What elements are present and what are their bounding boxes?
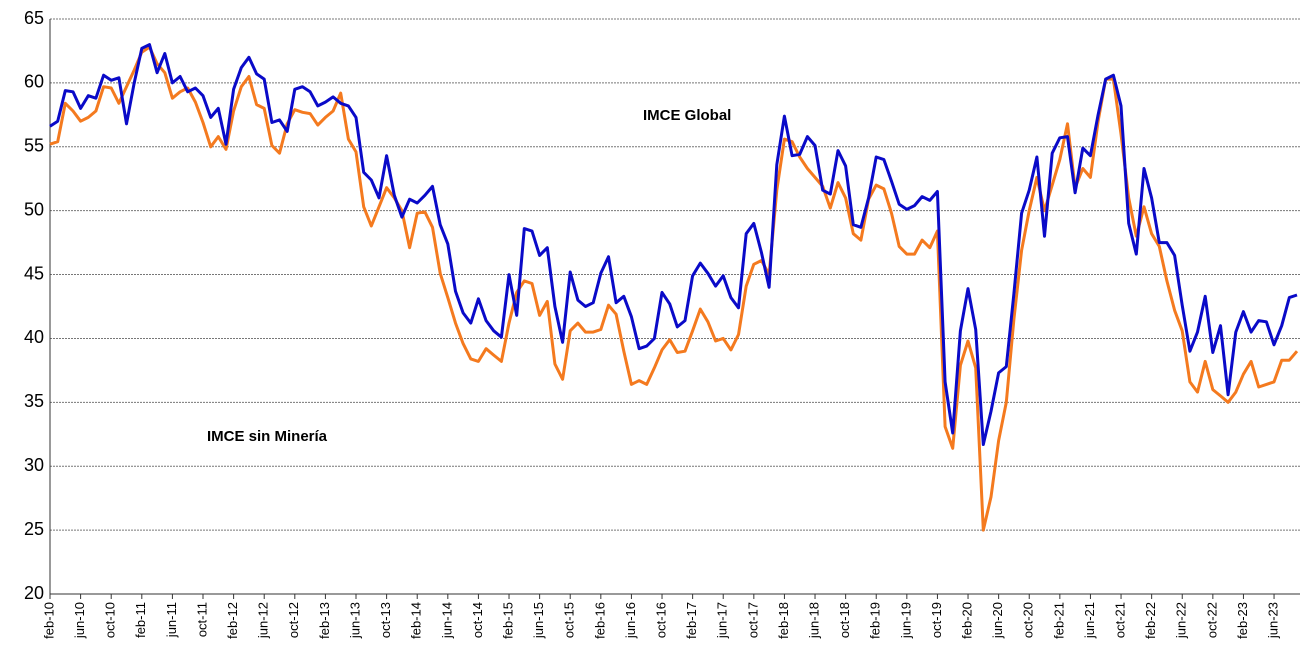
x-tick-label: feb-18 <box>776 602 791 639</box>
x-tick-label: oct-13 <box>378 602 393 638</box>
x-tick-label: oct-16 <box>653 602 668 638</box>
x-tick-label: feb-21 <box>1051 602 1066 639</box>
x-tick-label: oct-21 <box>1112 602 1127 638</box>
y-tick-label: 50 <box>24 199 44 219</box>
x-tick-label: jun-20 <box>990 602 1005 639</box>
x-tick-label: feb-13 <box>317 602 332 639</box>
x-tick-label: jun-17 <box>715 602 730 639</box>
x-tick-label: feb-22 <box>1143 602 1158 639</box>
x-tick-label: oct-14 <box>470 602 485 638</box>
y-tick-label: 60 <box>24 72 44 92</box>
x-tick-label: jun-21 <box>1082 602 1097 639</box>
x-tick-label: jun-10 <box>72 602 87 639</box>
series-label: IMCE Global <box>643 107 731 124</box>
y-tick-label: 30 <box>24 455 44 475</box>
y-tick-label: 55 <box>24 136 44 156</box>
y-tick-label: 65 <box>24 8 44 28</box>
y-tick-label: 35 <box>24 391 44 411</box>
series-line <box>49 45 1299 532</box>
x-tick-label: feb-20 <box>959 602 974 639</box>
x-tick-label: oct-17 <box>745 602 760 638</box>
x-tick-label: oct-19 <box>929 602 944 638</box>
x-tick-label: feb-17 <box>684 602 699 639</box>
x-tick-label: oct-22 <box>1204 602 1219 638</box>
x-tick-label: jun-12 <box>256 602 271 639</box>
x-tick-label: jun-14 <box>439 602 454 639</box>
x-tick-label: oct-15 <box>562 602 577 638</box>
x-tick-label: oct-20 <box>1021 602 1036 638</box>
x-tick-label: jun-16 <box>623 602 638 639</box>
x-tick-label: jun-15 <box>531 602 546 639</box>
x-tick-label: jun-19 <box>898 602 913 639</box>
series-label: IMCE sin Minería <box>207 428 328 445</box>
x-tick-label: feb-14 <box>409 602 424 639</box>
x-tick-label: feb-10 <box>41 602 56 639</box>
x-tick-label: jun-23 <box>1265 602 1280 639</box>
x-tick-label: feb-23 <box>1235 602 1250 639</box>
x-tick-label: feb-15 <box>500 602 515 639</box>
x-tick-label: oct-12 <box>286 602 301 638</box>
x-tick-label: jun-18 <box>806 602 821 639</box>
x-tick-label: feb-11 <box>133 602 148 638</box>
x-tick-label: oct-18 <box>837 602 852 638</box>
x-tick-label: jun-11 <box>164 602 179 638</box>
x-tick-label: oct-10 <box>103 602 118 638</box>
x-tick-label: jun-22 <box>1174 602 1189 639</box>
x-tick-label: oct-11 <box>194 602 209 637</box>
y-tick-label: 40 <box>24 327 44 347</box>
x-tick-label: feb-12 <box>225 602 240 639</box>
series-line <box>49 43 1298 446</box>
x-tick-label: jun-13 <box>347 602 362 639</box>
y-tick-label: 20 <box>24 583 44 603</box>
y-tick-label: 25 <box>24 519 44 539</box>
y-tick-label: 45 <box>24 263 44 283</box>
x-tick-label: feb-16 <box>592 602 607 639</box>
x-tick-label: feb-19 <box>868 602 883 639</box>
